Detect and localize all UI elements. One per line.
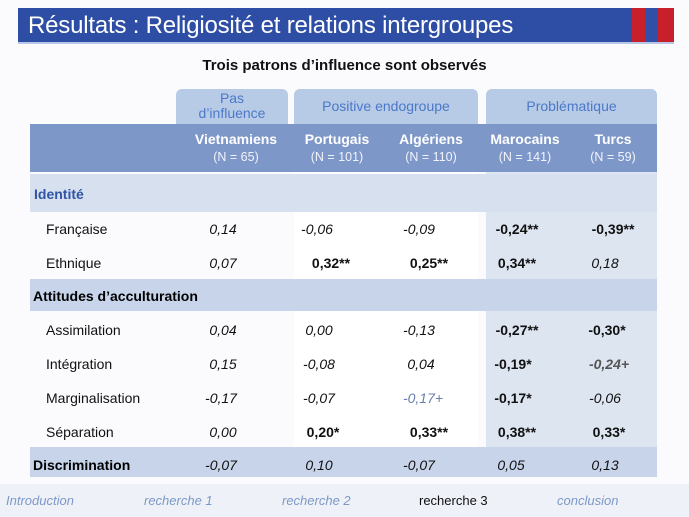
cell: 0,33** — [409, 424, 449, 440]
cell: -0,17* — [494, 390, 532, 406]
column-header-portugais: Portugais (N = 101) — [304, 131, 370, 164]
cell: -0,06 — [589, 390, 621, 406]
cell: -0,13 — [403, 322, 435, 338]
row-label-separation: Séparation — [46, 424, 114, 440]
section-band-attitudes — [30, 279, 657, 311]
cell: 0,33* — [592, 424, 626, 440]
cell: 0,04 — [407, 356, 435, 372]
section-band-identite — [30, 174, 657, 212]
cell: -0,17+ — [402, 390, 444, 406]
nav-introduction[interactable]: Introduction — [6, 493, 74, 508]
cell: 0,04 — [209, 322, 237, 338]
flag-stripe-red-2 — [658, 8, 674, 42]
cell: -0,06 — [301, 221, 333, 237]
cell: 0,13 — [591, 457, 619, 473]
section-band-discrimination — [30, 447, 657, 477]
cell: 0,00 — [209, 424, 237, 440]
cell: -0,07 — [205, 457, 237, 473]
cell: 0,07 — [209, 255, 237, 271]
nav-recherche-3[interactable]: recherche 3 — [419, 493, 488, 508]
cell: 0,20* — [306, 424, 340, 440]
cell: -0,24** — [495, 221, 539, 237]
section-attitudes: Attitudes d’acculturation — [33, 288, 198, 304]
slide-title: Résultats : Religiosité et relations int… — [28, 12, 514, 39]
cell: -0,07 — [403, 457, 435, 473]
flag-stripe-blue — [646, 8, 658, 42]
cell: 0,15 — [209, 356, 237, 372]
cell: -0,39** — [591, 221, 635, 237]
cell: 0,14 — [209, 221, 237, 237]
cell: -0,19* — [494, 356, 532, 372]
positive-column-area — [294, 172, 478, 477]
row-label-francaise: Française — [46, 221, 108, 237]
column-header-turcs: Turcs (N = 59) — [590, 131, 636, 164]
flag-stripe-red — [632, 8, 646, 42]
cell: 0,38** — [497, 424, 537, 440]
cell: -0,24+ — [588, 356, 630, 372]
row-label-marginalisation: Marginalisation — [46, 390, 141, 406]
cell: -0,17 — [205, 390, 237, 406]
row-label-discrimination: Discrimination — [33, 457, 131, 473]
section-identite: Identité — [34, 186, 84, 202]
row-label-assimilation: Assimilation — [46, 322, 121, 338]
slide-subtitle: Trois patrons d’influence sont observés — [202, 57, 487, 74]
cell: -0,07 — [303, 390, 335, 406]
problematic-column-area — [486, 172, 657, 477]
cell: 0,18 — [591, 255, 619, 271]
cell: 0,05 — [497, 457, 525, 473]
cell: -0,08 — [303, 356, 335, 372]
table-header — [30, 124, 657, 172]
title-bar — [18, 8, 674, 44]
column-header-marocains: Marocains (N = 141) — [490, 131, 560, 164]
cell: 0,00 — [305, 322, 333, 338]
cell: 0,34** — [497, 255, 537, 271]
group-positive-endogroup: Positive endogroupe — [294, 89, 478, 124]
group-no-influence: Pas d’influence — [176, 89, 288, 124]
cell: -0,09 — [403, 221, 435, 237]
cell: -0,27** — [495, 322, 539, 338]
cell: 0,10 — [305, 457, 333, 473]
nav-recherche-2[interactable]: recherche 2 — [282, 493, 351, 508]
nav-recherche-1[interactable]: recherche 1 — [144, 493, 213, 508]
cell: 0,25** — [409, 255, 449, 271]
nav-bar — [0, 484, 689, 517]
group-problematic: Problématique — [486, 89, 657, 124]
cell: 0,32** — [311, 255, 351, 271]
column-header-vietnamiens: Vietnamiens (N = 65) — [194, 131, 278, 164]
row-label-integration: Intégration — [46, 356, 113, 372]
row-label-ethnique: Ethnique — [46, 255, 102, 271]
nav-conclusion[interactable]: conclusion — [557, 493, 619, 508]
cell: -0,30* — [588, 322, 626, 338]
column-header-algeriens: Algériens (N = 110) — [399, 131, 463, 164]
